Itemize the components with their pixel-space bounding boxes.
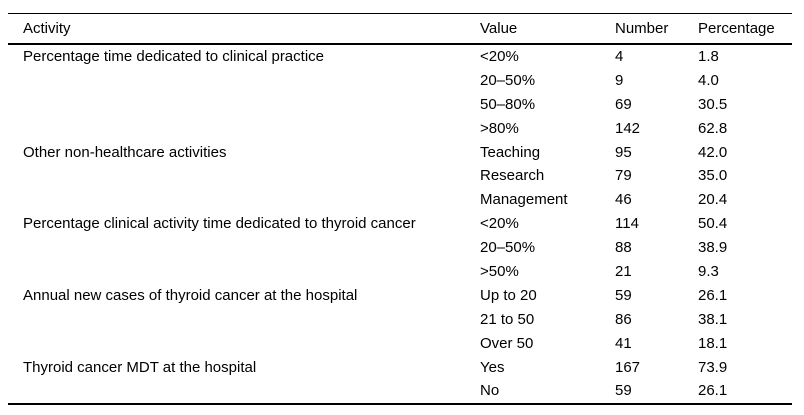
table-row: Management 46 20.4 — [8, 188, 792, 212]
column-header-value: Value — [480, 19, 518, 37]
percentage-cell: 42.0 — [698, 143, 728, 161]
number-cell: 59 — [615, 286, 632, 304]
percentage-cell: 1.8 — [698, 47, 719, 65]
number-cell: 88 — [615, 239, 632, 257]
table-row: Over 50 41 18.1 — [8, 331, 792, 355]
table-row: Percentage clinical activity time dedica… — [8, 212, 792, 236]
percentage-cell: 20.4 — [698, 191, 728, 209]
table-row: Thyroid cancer MDT at the hospital Yes 167… — [8, 355, 792, 379]
value-cell: Management — [480, 191, 568, 209]
activity-cell: Thyroid cancer MDT at the hospital — [23, 358, 257, 376]
percentage-cell: 9.3 — [698, 262, 719, 280]
table-row: Annual new cases of thyroid cancer at th… — [8, 283, 792, 307]
column-header-number: Number — [615, 19, 669, 37]
percentage-cell: 50.4 — [698, 215, 728, 233]
results-table: Activity Value Number Percentage Percent… — [8, 13, 792, 405]
activity-cell: Percentage time dedicated to clinical pr… — [23, 47, 324, 65]
percentage-cell: 38.1 — [698, 310, 728, 328]
percentage-cell: 62.8 — [698, 119, 728, 137]
percentage-cell: 26.1 — [698, 382, 728, 400]
value-cell: <20% — [480, 47, 519, 65]
value-cell: 50–80% — [480, 95, 536, 113]
number-cell: 46 — [615, 191, 632, 209]
number-cell: 114 — [615, 215, 639, 233]
table-row: No 59 26.1 — [8, 379, 792, 403]
number-cell: 21 — [615, 262, 632, 280]
percentage-cell: 26.1 — [698, 286, 728, 304]
percentage-cell: 35.0 — [698, 167, 728, 185]
value-cell: Over 50 — [480, 334, 534, 352]
value-cell: No — [480, 382, 500, 400]
number-cell: 79 — [615, 167, 632, 185]
value-cell: 20–50% — [480, 71, 536, 89]
table-row: >50% 21 9.3 — [8, 260, 792, 284]
number-cell: 142 — [615, 119, 641, 137]
value-cell: >50% — [480, 262, 519, 280]
number-cell: 69 — [615, 95, 632, 113]
column-header-activity: Activity — [23, 19, 71, 37]
percentage-cell: 38.9 — [698, 239, 728, 257]
value-cell: 21 to 50 — [480, 310, 535, 328]
table-row: 50–80% 69 30.5 — [8, 92, 792, 116]
percentage-cell: 30.5 — [698, 95, 728, 113]
value-cell: >80% — [480, 119, 519, 137]
number-cell: 4 — [615, 47, 624, 65]
number-cell: 167 — [615, 358, 641, 376]
value-cell: Yes — [480, 358, 505, 376]
activity-cell: Other non-healthcare activities — [23, 143, 227, 161]
table-row: 20–50% 88 38.9 — [8, 236, 792, 260]
table-header-row: Activity Value Number Percentage — [8, 14, 792, 45]
number-cell: 41 — [615, 334, 632, 352]
value-cell: 20–50% — [480, 239, 536, 257]
column-header-percentage: Percentage — [698, 19, 775, 37]
percentage-cell: 18.1 — [698, 334, 728, 352]
number-cell: 9 — [615, 71, 624, 89]
percentage-cell: 73.9 — [698, 358, 728, 376]
activity-cell: Percentage clinical activity time dedica… — [23, 215, 416, 233]
number-cell: 95 — [615, 143, 632, 161]
value-cell: <20% — [480, 215, 519, 233]
table-row: Percentage time dedicated to clinical pr… — [8, 45, 792, 69]
percentage-cell: 4.0 — [698, 71, 719, 89]
number-cell: 59 — [615, 382, 632, 400]
table-row: 20–50% 9 4.0 — [8, 68, 792, 92]
value-cell: Up to 20 — [480, 286, 537, 304]
table-row: Research 79 35.0 — [8, 164, 792, 188]
table-row: Other non-healthcare activities Teaching 9… — [8, 140, 792, 164]
value-cell: Research — [480, 167, 545, 185]
table-body: Percentage time dedicated to clinical pr… — [8, 45, 792, 403]
value-cell: Teaching — [480, 143, 541, 161]
activity-cell: Annual new cases of thyroid cancer at th… — [23, 286, 358, 304]
number-cell: 86 — [615, 310, 632, 328]
table-row: 21 to 50 86 38.1 — [8, 307, 792, 331]
table-row: >80% 142 62.8 — [8, 116, 792, 140]
